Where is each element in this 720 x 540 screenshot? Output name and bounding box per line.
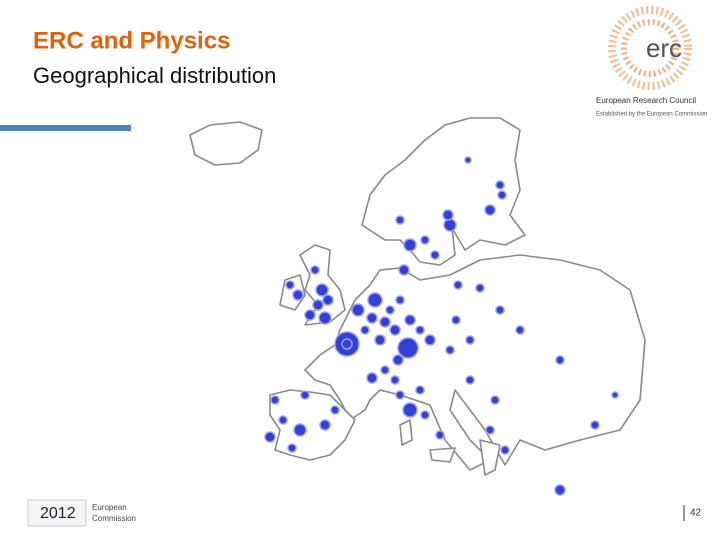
ec-label: European	[92, 503, 127, 512]
grant-dot	[315, 283, 329, 297]
grant-dot	[293, 423, 307, 437]
grant-dot	[490, 395, 500, 405]
grant-dot	[500, 445, 510, 455]
grant-dot	[385, 305, 395, 315]
grant-dot	[442, 209, 454, 221]
grant-dot	[398, 264, 410, 276]
grant-dot	[310, 265, 320, 275]
grant-dot	[397, 337, 419, 359]
grant-dot	[495, 180, 505, 190]
slide-title: ERC and Physics	[33, 27, 230, 54]
scandinavia	[361, 117, 526, 266]
grant-dot	[495, 305, 505, 315]
grant-dot	[392, 354, 404, 366]
grant-dot	[292, 289, 304, 301]
accent-bar	[0, 125, 131, 131]
grant-dot	[351, 303, 365, 317]
grant-dot	[415, 325, 425, 335]
grant-dot	[435, 430, 445, 440]
grant-dot	[366, 312, 378, 324]
ec-logo: 2012 European Commission	[27, 499, 136, 527]
ec-label: Commission	[92, 514, 136, 523]
grant-dot	[554, 484, 566, 496]
grant-dot	[465, 375, 475, 385]
grant-dot	[464, 156, 472, 164]
grant-dot	[415, 385, 425, 395]
grant-dot	[395, 295, 405, 305]
sicily	[429, 447, 456, 463]
grant-dot	[270, 395, 280, 405]
grant-dot	[430, 250, 440, 260]
grant-dot	[475, 283, 485, 293]
grant-dot	[330, 405, 340, 415]
grant-dot	[318, 311, 332, 325]
grant-dot	[443, 218, 457, 232]
grant-dot	[404, 314, 416, 326]
grant-dot	[319, 419, 331, 431]
grant-dot	[465, 335, 475, 345]
grant-dot	[395, 215, 405, 225]
continent	[304, 254, 646, 471]
grant-dot	[285, 280, 295, 290]
grant-dot	[395, 390, 405, 400]
grant-dot	[366, 372, 378, 384]
logo-ring-inner	[621, 19, 679, 77]
grant-dot	[322, 294, 334, 306]
slide-subtitle: Geographical distribution	[33, 63, 276, 88]
grant-dot	[379, 316, 391, 328]
grant-dot	[264, 431, 276, 443]
grant-dot	[611, 391, 619, 399]
grant-dot	[312, 299, 324, 311]
grant-dot	[497, 190, 507, 200]
grant-dot	[445, 345, 455, 355]
map	[189, 117, 646, 496]
logo-ring	[608, 6, 692, 90]
grant-dot	[424, 334, 436, 346]
greece-south	[479, 439, 501, 476]
grant-dot	[453, 280, 463, 290]
grant-dot	[380, 365, 390, 375]
logo-tagline: Established by the European Commission	[596, 112, 707, 118]
grant-dot	[555, 355, 565, 365]
logo-text: erc	[646, 33, 682, 63]
grant-dot	[402, 402, 418, 418]
erc-logo: erc European Research Council Establishe…	[596, 6, 707, 118]
grant-dot	[367, 292, 383, 308]
grant-dot	[451, 315, 461, 325]
grant-dot	[374, 334, 386, 346]
grant-dot	[485, 425, 495, 435]
grant-dot	[389, 324, 401, 336]
sardinia	[399, 419, 413, 446]
grant-dot	[304, 309, 316, 321]
grant-dot	[420, 410, 430, 420]
grant-dot	[484, 204, 496, 216]
grant-dot	[360, 325, 370, 335]
grant-dot	[278, 415, 288, 425]
grant-dot	[390, 375, 400, 385]
grant-dot	[515, 325, 525, 335]
footer-year: 2012	[40, 505, 76, 522]
grant-dot	[300, 390, 310, 400]
grant-dot	[420, 235, 430, 245]
grant-dot	[590, 420, 600, 430]
grant-dot	[403, 238, 417, 252]
grant-dot	[341, 338, 353, 350]
page-number: 42	[690, 508, 702, 519]
grant-dot	[287, 443, 297, 453]
ec-emblem	[27, 499, 87, 527]
logo-name: European Research Council	[596, 96, 696, 105]
iceland	[189, 121, 263, 166]
